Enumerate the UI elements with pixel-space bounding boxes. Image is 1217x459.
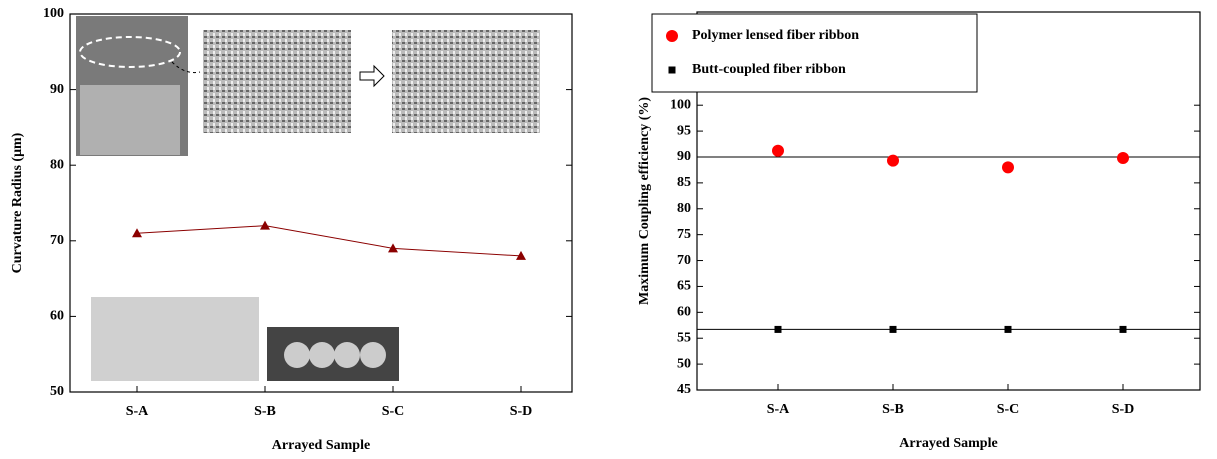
inset-images (76, 16, 540, 381)
highlight-ellipse (79, 36, 181, 68)
y-tick-label: 80 (677, 201, 691, 216)
point (1002, 161, 1014, 174)
x-tick-label: S-C (382, 404, 405, 419)
x-tick-label: S-A (767, 402, 790, 417)
x-tick-label: S-D (1112, 402, 1135, 417)
point (1004, 325, 1012, 333)
point (260, 220, 270, 230)
y-tick-label: 85 (677, 175, 691, 190)
x-axis-label: Arrayed Sample (899, 436, 997, 451)
y-tick-label: 90 (50, 82, 64, 97)
y-tick-label: 100 (43, 6, 64, 21)
x-axis-label: Arrayed Sample (272, 438, 370, 453)
inset-fibers (91, 297, 259, 381)
legend-marker (666, 30, 678, 42)
point (1119, 325, 1127, 333)
y-tick-label: 55 (677, 330, 691, 345)
x-tick-label: S-B (254, 404, 276, 419)
point (887, 154, 899, 167)
arrow (171, 61, 201, 73)
y-tick-label: 75 (677, 227, 691, 242)
inset-micrograph (203, 30, 351, 133)
y-tick-label: 50 (50, 384, 64, 399)
y-axis-label: Curvature Radius (μm) (10, 132, 25, 273)
plot-frame (69, 13, 573, 393)
y-tick-label: 70 (677, 253, 691, 268)
y-tick-label: 45 (677, 382, 691, 397)
y-tick-label: 100 (670, 97, 691, 112)
y-tick-label: 80 (50, 157, 64, 172)
x-tick-label: S-A (126, 404, 149, 419)
legend-label: Polymer lensed fiber ribbon (692, 28, 859, 43)
point (516, 250, 526, 260)
x-tick-label: S-B (882, 402, 904, 417)
legend-box (651, 13, 978, 93)
point (774, 325, 782, 333)
inset-micrograph (392, 30, 540, 133)
point (889, 325, 897, 333)
y-tick-label: 60 (677, 305, 691, 320)
point (1117, 152, 1129, 165)
plot-frame (696, 11, 1201, 391)
x-tick-label: S-C (997, 402, 1020, 417)
y-tick-label: 65 (677, 279, 691, 294)
legend-marker (668, 66, 676, 74)
point (132, 228, 142, 238)
x-tick-label: S-D (510, 404, 533, 419)
legend-label: Butt-coupled fiber ribbon (692, 62, 846, 77)
y-tick-label: 95 (677, 123, 691, 138)
y-tick-label: 90 (677, 149, 691, 164)
arrow (359, 64, 385, 88)
y-axis-label: Maximum Coupling efficiency (%) (637, 97, 652, 305)
y-tick-label: 60 (50, 309, 64, 324)
y-tick-label: 50 (677, 356, 691, 371)
point (388, 243, 398, 253)
facets (284, 342, 386, 368)
y-tick-label: 70 (50, 233, 64, 248)
point (772, 144, 784, 157)
inset-photo-detail (80, 85, 180, 155)
series-line (136, 225, 522, 257)
